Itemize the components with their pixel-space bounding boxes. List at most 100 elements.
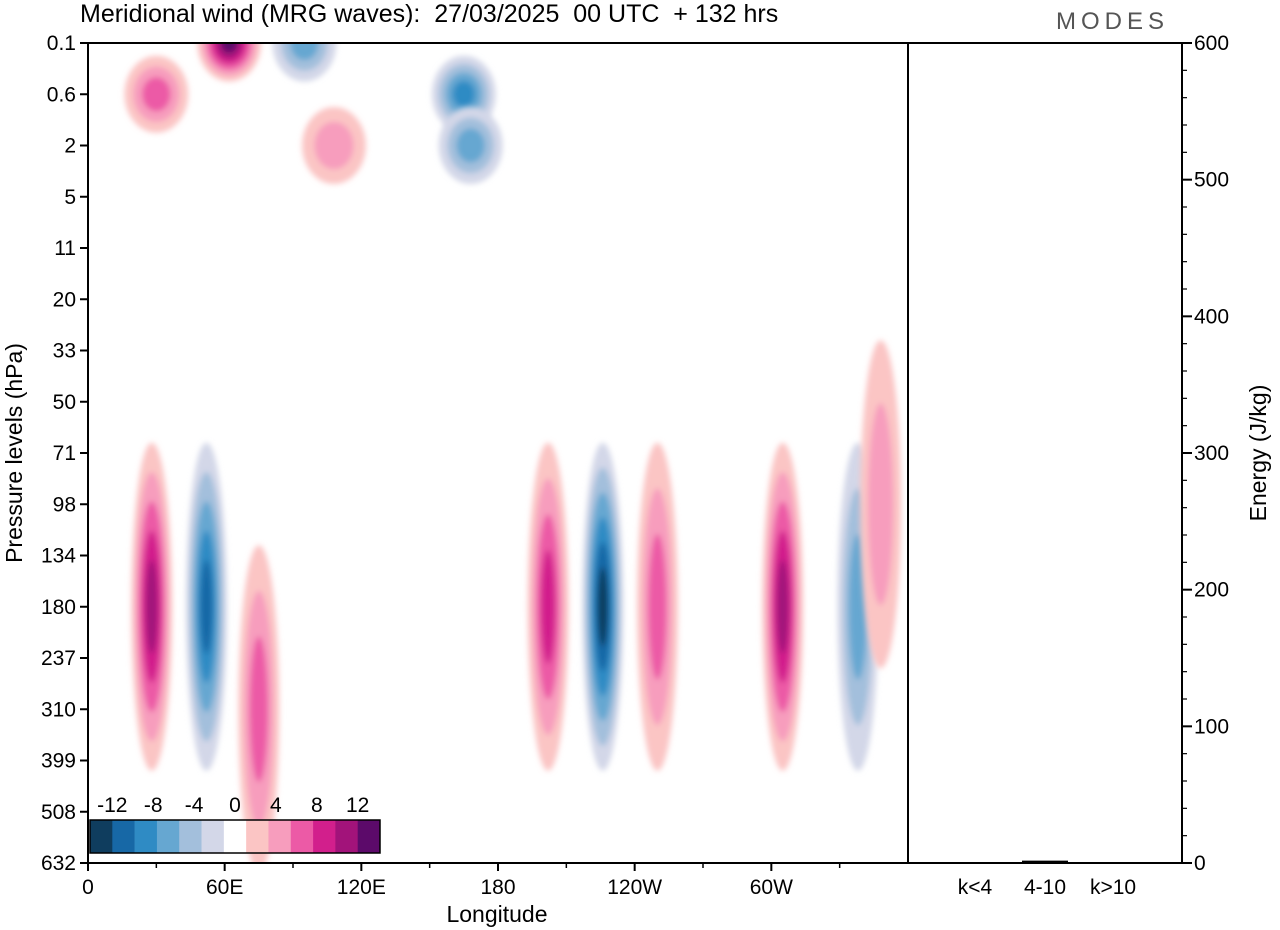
- energy-frame: [907, 42, 1183, 864]
- positive-wind-cell: [860, 340, 902, 669]
- colorbar-label: -4: [185, 794, 204, 817]
- energy-category-label: k<4: [958, 876, 993, 899]
- colorbar-label: 12: [346, 794, 369, 817]
- colorbar-label: 0: [229, 794, 241, 817]
- energy-tick-label: 600: [1194, 32, 1229, 55]
- energy-categories: k<4 4-10 k>10: [958, 876, 1136, 899]
- negative-wind-cell: [438, 107, 503, 184]
- y-tick-label: 98: [53, 493, 76, 516]
- positive-wind-cell: [197, 43, 262, 82]
- contour-band: [145, 559, 158, 654]
- positive-wind-cell: [762, 442, 804, 771]
- energy-axis: 0 100 200 300 400 500 600: [1182, 32, 1229, 875]
- y-tick-label: 237: [41, 647, 76, 670]
- colorbar-frame: [89, 819, 381, 854]
- contour-band: [456, 128, 485, 163]
- energy-tick-label: 0: [1194, 852, 1206, 875]
- pressure-axis: 0.1 0.6 2 5 11 20 33 50 71 98 134 180 237 310 399 508 63…: [41, 32, 88, 875]
- energy-tick-label: 400: [1194, 305, 1229, 328]
- colorbar-swatch: [201, 820, 225, 853]
- y-tick-label: 310: [41, 698, 76, 721]
- energy-bars: [952, 860, 1136, 864]
- y-tick-label: 0.1: [47, 32, 76, 55]
- contour-band: [290, 43, 319, 61]
- y-tick-label: 2: [64, 135, 76, 158]
- y-tick-label: 71: [53, 442, 76, 465]
- colorbar-swatch: [357, 820, 381, 853]
- contour-band: [597, 566, 608, 647]
- colorbar-swatch: [134, 820, 158, 853]
- colorbar-label: -8: [144, 794, 163, 817]
- colorbar-label: -12: [97, 794, 127, 817]
- colorbar: -12 -8 -4 0 4 8 12: [89, 794, 381, 854]
- colorbar-swatch: [112, 820, 135, 853]
- energy-category-label: 4-10: [1024, 876, 1066, 899]
- hovmoller-plot-area: [87, 42, 909, 864]
- energy-tick-label: 300: [1194, 442, 1229, 465]
- contour-band: [200, 559, 213, 654]
- contour-band: [452, 80, 475, 108]
- contour-band: [142, 77, 171, 112]
- contour-band: [314, 121, 354, 170]
- colorbar-swatch: [290, 820, 314, 853]
- negative-wind-cell: [185, 442, 227, 771]
- y-axis-title: Pressure levels (hPa): [1, 343, 27, 563]
- contour-band: [868, 403, 894, 606]
- energy-bar: [1022, 860, 1068, 863]
- contour-band: [249, 636, 268, 783]
- colorbar-swatch: [223, 820, 247, 853]
- colorbar-swatch: [90, 820, 113, 853]
- colorbar-swatch: [335, 820, 358, 853]
- energy-tick-label: 500: [1194, 169, 1229, 192]
- negative-wind-cell: [272, 43, 337, 82]
- energy-axis-title: Energy (J/kg): [1245, 385, 1271, 522]
- brand-logo: MODES: [1056, 8, 1170, 35]
- contour-field: [124, 43, 902, 863]
- x-tick-label: 180: [480, 876, 515, 899]
- y-tick-label: 33: [53, 340, 76, 363]
- energy-bar: [1090, 862, 1136, 864]
- y-tick-label: 180: [41, 596, 76, 619]
- colorbar-swatch: [156, 820, 180, 853]
- energy-bar: [952, 862, 998, 864]
- energy-category-label: k>10: [1090, 876, 1136, 899]
- x-tick-label: 60E: [206, 876, 243, 899]
- x-axis-title: Longitude: [446, 901, 547, 927]
- colorbar-swatch: [313, 820, 336, 853]
- colorbar-label: 8: [311, 794, 323, 817]
- positive-wind-cell: [302, 107, 366, 184]
- energy-tick-label: 100: [1194, 715, 1229, 738]
- positive-wind-cell: [131, 442, 173, 771]
- y-tick-label: 0.6: [47, 83, 76, 106]
- y-tick-label: 632: [41, 852, 76, 875]
- x-tick-label: 0: [82, 876, 94, 899]
- contour-band: [648, 533, 667, 680]
- contour-band: [540, 549, 556, 664]
- positive-wind-cell: [124, 55, 189, 133]
- colorbar-swatch: [246, 820, 269, 853]
- energy-panel: 0 100 200 300 400 500 600 k<4 4-10 k>10 Energy (…: [907, 32, 1271, 899]
- x-tick-label: 120W: [607, 876, 662, 899]
- positive-wind-cell: [527, 442, 569, 771]
- chart-title: Meridional wind (MRG waves): 27/03/2025 …: [80, 0, 779, 28]
- y-tick-label: 5: [64, 186, 76, 209]
- y-tick-label: 20: [53, 288, 76, 311]
- contour-band: [221, 43, 237, 53]
- colorbar-label: 4: [270, 794, 282, 817]
- contour-band: [776, 559, 789, 654]
- y-tick-label: 11: [54, 237, 76, 260]
- positive-wind-cell: [238, 545, 280, 863]
- longitude-axis: 0 60E 120E 180 120W 60W: [82, 863, 841, 899]
- y-tick-label: 508: [41, 801, 76, 824]
- positive-wind-cell: [636, 442, 678, 771]
- x-tick-label: 120E: [337, 876, 386, 899]
- negative-wind-cell: [582, 442, 624, 771]
- energy-tick-label: 200: [1194, 579, 1229, 602]
- y-tick-label: 134: [41, 545, 76, 568]
- colorbar-swatch: [179, 820, 202, 853]
- x-tick-label: 60W: [750, 876, 793, 899]
- y-tick-label: 50: [53, 391, 76, 414]
- y-tick-label: 399: [41, 750, 76, 773]
- colorbar-swatch: [268, 820, 292, 853]
